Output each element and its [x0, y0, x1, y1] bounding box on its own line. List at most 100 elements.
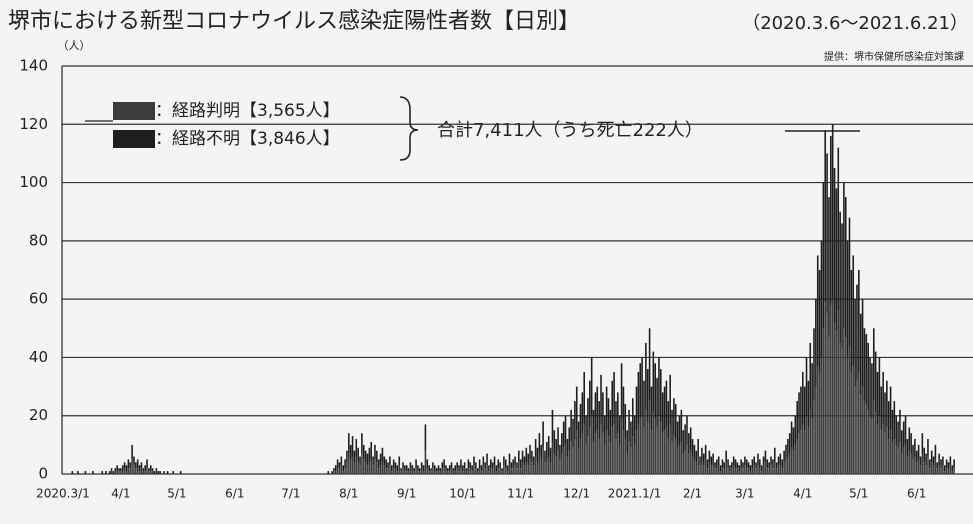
bar	[525, 447, 528, 463]
bar	[785, 444, 787, 460]
bar	[433, 465, 436, 472]
bar	[510, 462, 513, 469]
bar	[652, 412, 655, 474]
bar	[671, 409, 673, 442]
bar	[611, 380, 614, 428]
bar	[77, 471, 79, 474]
bar	[424, 424, 427, 451]
bar	[467, 459, 470, 469]
bar	[355, 439, 358, 457]
bar	[645, 342, 647, 410]
bar	[839, 342, 841, 474]
bar	[419, 471, 421, 474]
bar	[615, 439, 617, 474]
bar	[826, 153, 828, 314]
bar	[488, 465, 490, 472]
bar	[518, 450, 520, 463]
bar	[701, 447, 703, 463]
x-tick-label: 9/1	[397, 487, 416, 501]
bar	[618, 415, 621, 445]
bar	[445, 465, 447, 472]
bar	[572, 418, 574, 448]
bar	[818, 372, 821, 474]
bar	[702, 465, 705, 474]
bar	[120, 471, 122, 474]
bar	[658, 415, 660, 474]
bar	[557, 450, 559, 474]
bar	[729, 465, 731, 472]
bar	[945, 459, 948, 469]
bar	[383, 465, 386, 474]
bar	[607, 436, 610, 474]
bar	[420, 468, 423, 474]
bar	[702, 453, 705, 466]
y-tick-label: 0	[38, 465, 48, 483]
bar	[699, 456, 701, 466]
bar	[448, 471, 451, 474]
chart-subtitle: （2020.3.6～2021.6.21）	[742, 13, 968, 34]
bar	[501, 468, 503, 472]
bar	[686, 415, 688, 445]
x-tick-label: 3/1	[735, 487, 754, 501]
bar	[579, 404, 582, 440]
bar	[454, 471, 457, 474]
bar	[536, 462, 539, 474]
bar	[949, 456, 952, 466]
bar	[437, 471, 440, 474]
bar	[344, 459, 346, 469]
bar	[142, 471, 145, 474]
bar	[663, 386, 666, 431]
bar	[613, 372, 615, 425]
bar	[118, 471, 120, 474]
bar	[547, 456, 550, 474]
bar	[374, 444, 376, 460]
bar	[389, 465, 391, 474]
bar	[682, 453, 685, 474]
bar	[383, 456, 386, 466]
bar	[897, 421, 899, 448]
bar	[499, 468, 501, 474]
bar	[921, 453, 924, 474]
bar	[385, 459, 387, 469]
bar	[695, 450, 698, 463]
bar	[660, 421, 662, 474]
bar	[527, 465, 529, 474]
bar	[439, 471, 442, 474]
bar	[559, 444, 561, 460]
bar	[499, 462, 501, 469]
bar	[747, 462, 750, 469]
bar	[540, 444, 543, 460]
bar	[899, 441, 901, 474]
bar	[546, 459, 548, 474]
bar	[697, 439, 699, 457]
bar	[129, 462, 132, 469]
bar	[327, 471, 330, 474]
bar	[850, 372, 853, 474]
bar	[947, 462, 950, 469]
bar	[544, 462, 546, 474]
bar	[777, 465, 780, 474]
bar	[617, 433, 619, 474]
bar	[869, 415, 871, 474]
bar	[372, 465, 374, 474]
bar	[947, 468, 950, 474]
bar	[458, 471, 460, 474]
bar	[493, 465, 496, 474]
bar	[940, 459, 942, 469]
legend-label: ：経路判明【3,565人】	[155, 101, 340, 121]
bar	[764, 450, 767, 463]
bar	[377, 468, 380, 474]
bar	[751, 459, 754, 469]
bar	[493, 456, 496, 466]
bar	[895, 415, 897, 445]
bar	[553, 430, 556, 454]
bar	[415, 468, 417, 474]
bar	[899, 409, 901, 442]
x-tick-label: 11/1	[507, 487, 534, 501]
bar	[930, 462, 933, 474]
bar	[129, 468, 132, 474]
bar	[615, 401, 617, 440]
bar	[658, 357, 660, 416]
bar	[880, 430, 883, 474]
bar	[587, 436, 589, 474]
